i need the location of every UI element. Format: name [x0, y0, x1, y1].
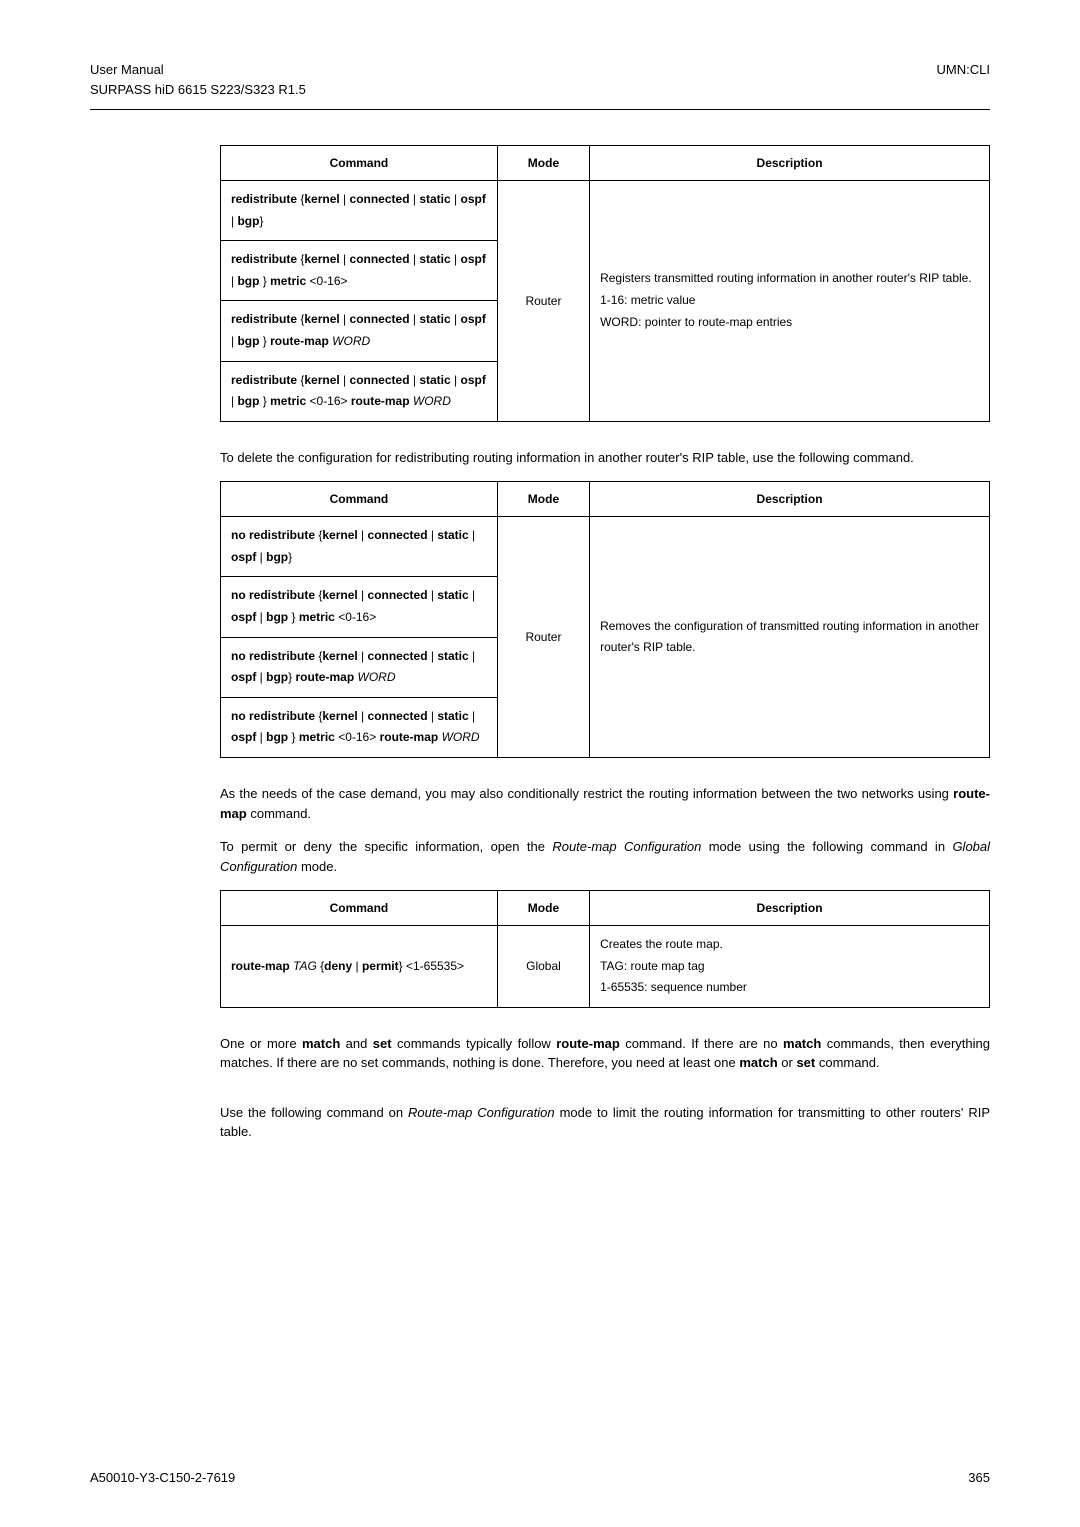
product-line: SURPASS hiD 6615 S223/S323 R1.5	[90, 80, 306, 100]
th-command: Command	[221, 146, 498, 181]
table-header-row: Command Mode Description	[221, 146, 990, 181]
route-map-table: Command Mode Description route-map TAG {…	[220, 890, 990, 1008]
th-description: Description	[590, 482, 990, 517]
footer-page-number: 365	[968, 1468, 990, 1488]
table-header-row: Command Mode Description	[221, 482, 990, 517]
th-command: Command	[221, 482, 498, 517]
table-row: route-map TAG {deny | permit} <1-65535> …	[221, 926, 990, 1008]
cmd-cell: no redistribute {kernel | connected | st…	[221, 577, 498, 637]
cmd-cell: route-map TAG {deny | permit} <1-65535>	[221, 926, 498, 1008]
th-mode: Mode	[497, 891, 589, 926]
content: Command Mode Description redistribute {k…	[220, 145, 990, 1142]
cmd-cell: redistribute {kernel | connected | stati…	[221, 361, 498, 421]
no-redistribute-table: Command Mode Description no redistribute…	[220, 481, 990, 758]
cmd-cell: no redistribute {kernel | connected | st…	[221, 517, 498, 577]
paragraph: To delete the configuration for redistri…	[220, 448, 990, 468]
page-footer: A50010-Y3-C150-2-7619 365	[90, 1468, 990, 1488]
desc-cell: Creates the route map.TAG: route map tag…	[590, 926, 990, 1008]
paragraph: One or more match and set commands typic…	[220, 1034, 990, 1073]
th-mode: Mode	[497, 146, 589, 181]
desc-cell: Removes the configuration of transmitted…	[590, 517, 990, 758]
th-description: Description	[590, 891, 990, 926]
desc-cell: Registers transmitted routing informatio…	[590, 181, 990, 422]
table-header-row: Command Mode Description	[221, 891, 990, 926]
page-header: User Manual SURPASS hiD 6615 S223/S323 R…	[90, 60, 990, 99]
th-description: Description	[590, 146, 990, 181]
paragraph: Use the following command on Route-map C…	[220, 1103, 990, 1142]
manual-title: User Manual	[90, 60, 306, 80]
paragraph: To permit or deny the specific informati…	[220, 837, 990, 876]
cmd-cell: no redistribute {kernel | connected | st…	[221, 697, 498, 757]
header-divider	[90, 109, 990, 110]
cmd-cell: redistribute {kernel | connected | stati…	[221, 301, 498, 361]
mode-cell: Global	[497, 926, 589, 1008]
redistribute-table: Command Mode Description redistribute {k…	[220, 145, 990, 422]
table-row: no redistribute {kernel | connected | st…	[221, 517, 990, 577]
cmd-cell: no redistribute {kernel | connected | st…	[221, 637, 498, 697]
header-right: UMN:CLI	[937, 60, 990, 99]
th-mode: Mode	[497, 482, 589, 517]
table-row: redistribute {kernel | connected | stati…	[221, 181, 990, 241]
cmd-cell: redistribute {kernel | connected | stati…	[221, 181, 498, 241]
mode-cell: Router	[497, 517, 589, 758]
header-left: User Manual SURPASS hiD 6615 S223/S323 R…	[90, 60, 306, 99]
paragraph: As the needs of the case demand, you may…	[220, 784, 990, 823]
mode-cell: Router	[497, 181, 589, 422]
footer-doc-id: A50010-Y3-C150-2-7619	[90, 1468, 235, 1488]
cmd-cell: redistribute {kernel | connected | stati…	[221, 241, 498, 301]
th-command: Command	[221, 891, 498, 926]
